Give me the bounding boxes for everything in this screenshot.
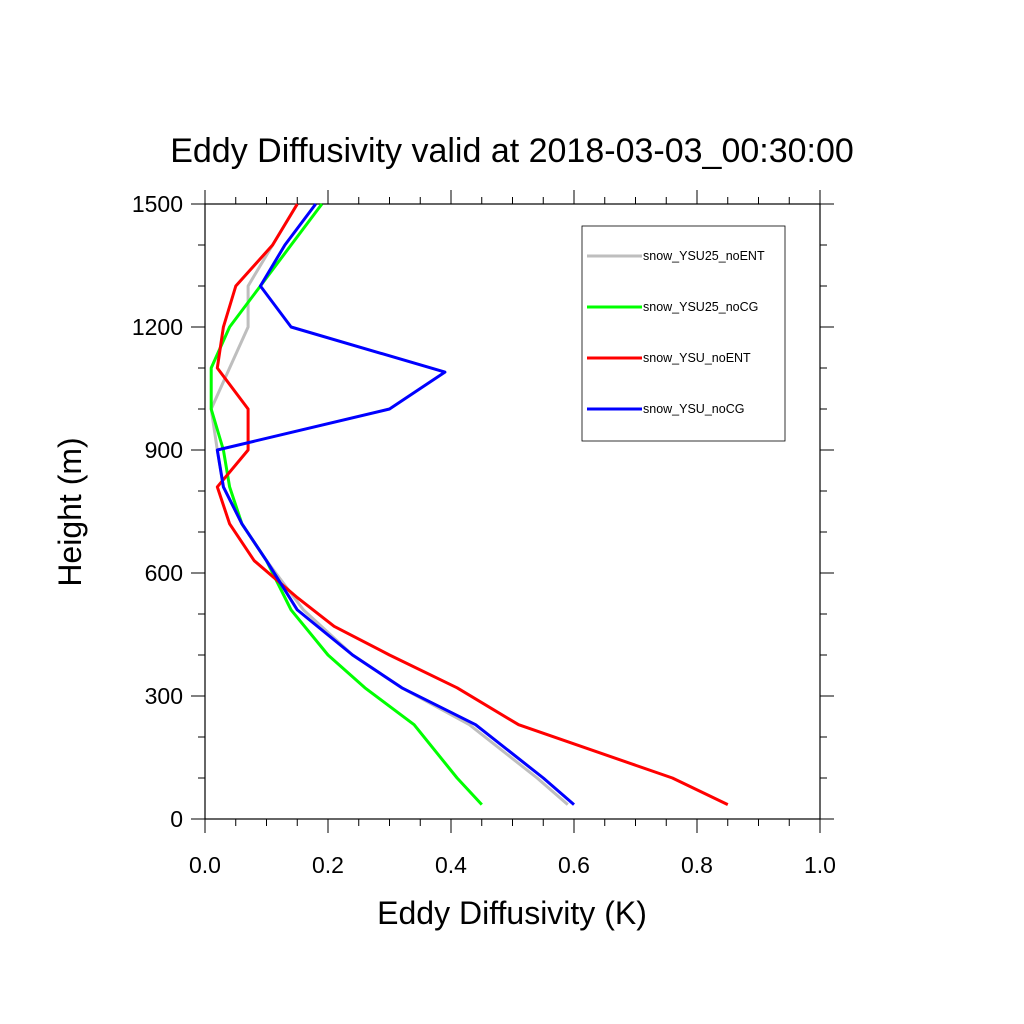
y-tick-label: 300 (145, 683, 183, 709)
y-tick-label: 1500 (132, 191, 183, 217)
legend: snow_YSU25_noENT snow_YSU25_noCG snow_YSU_… (581, 225, 786, 442)
x-tick-label: 0.2 (312, 852, 344, 878)
x-tick-label: 0.6 (558, 852, 590, 878)
series-line-snow_YSU_noCG (215, 203, 575, 806)
legend-label: snow_YSU_noCG (643, 402, 744, 416)
y-axis-label: Height (m) (52, 437, 88, 586)
series-line-snow_YSU_noENT (215, 203, 729, 806)
y-tick-label: 1200 (132, 314, 183, 340)
y-tick-label: 600 (145, 560, 183, 586)
x-axis-label: Eddy Diffusivity (K) (377, 895, 647, 931)
x-tick-label: 0.4 (435, 852, 467, 878)
x-tick-label: 0.8 (681, 852, 713, 878)
legend-label: snow_YSU25_noCG (643, 300, 758, 314)
y-tick-label: 900 (145, 437, 183, 463)
series-line-snow_YSU25_noCG (209, 203, 483, 806)
plot-area: 0.0 0.2 0.4 0.6 0.8 1.0 0 300 600 900 1200 1500 (132, 190, 836, 878)
y-tick-label: 0 (170, 806, 183, 832)
chart-title: Eddy Diffusivity valid at 2018-03-03_00:… (170, 132, 854, 170)
legend-box (581, 225, 786, 442)
x-tick-label: 1.0 (804, 852, 836, 878)
legend-label: snow_YSU_noENT (643, 351, 751, 365)
x-tick-label: 0.0 (189, 852, 221, 878)
legend-label: snow_YSU25_noENT (643, 249, 765, 263)
